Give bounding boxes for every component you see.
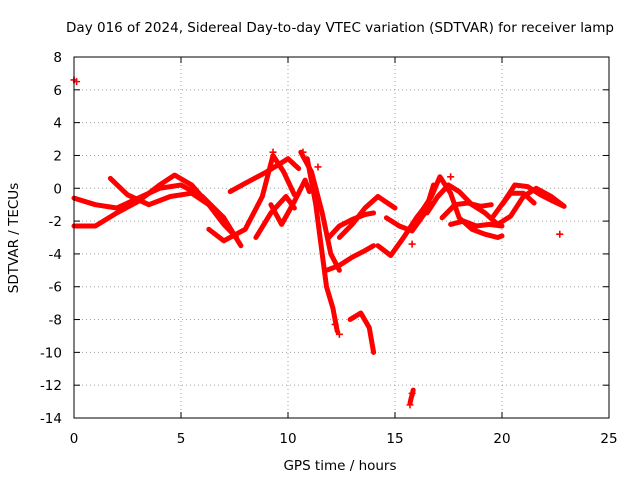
series-track-10 <box>324 243 377 273</box>
y-tick-label: -2 <box>49 214 62 230</box>
series-track-17 <box>418 174 505 240</box>
series-track-22 <box>499 190 537 208</box>
x-tick-label: 25 <box>600 431 617 447</box>
y-tick-label: 8 <box>53 50 62 66</box>
data-point <box>299 148 307 156</box>
series-track-11 <box>326 210 377 240</box>
series-track-13 <box>347 310 377 355</box>
x-tick-label: 15 <box>386 431 403 447</box>
chart-title: Day 016 of 2024, Sidereal Day-to-day VTE… <box>66 20 614 36</box>
y-tick-label: 2 <box>53 148 62 164</box>
data-point <box>408 240 416 248</box>
data-point <box>335 330 343 338</box>
y-tick-label: -12 <box>40 378 62 394</box>
y-tick-label: 6 <box>53 83 62 99</box>
y-tick-label: -10 <box>40 345 62 361</box>
series-track-6 <box>253 194 297 240</box>
series-track-19 <box>439 200 494 221</box>
y-tick-label: -14 <box>40 411 62 427</box>
data-point <box>447 173 455 181</box>
data-point <box>406 401 414 409</box>
series-track-7 <box>268 177 312 227</box>
y-tick-label: -8 <box>49 313 62 329</box>
series-track-20 <box>448 218 505 229</box>
y-tick-label: 4 <box>53 116 62 132</box>
x-axis-label: GPS time / hours <box>283 458 396 474</box>
y-tick-label: 0 <box>53 181 62 197</box>
data-points <box>70 76 564 409</box>
data-point <box>314 163 322 171</box>
y-tick-label: -6 <box>49 280 62 296</box>
axis-ticks: 0 5 10 15 20 25 -14 -12 -10 -8 -6 -4 -2 0 2 4 6 8 <box>40 50 618 447</box>
series-track-9 <box>304 156 340 334</box>
data-point <box>269 148 277 156</box>
data-point <box>556 230 564 238</box>
data-point <box>331 320 339 328</box>
x-tick-label: 10 <box>279 431 296 447</box>
series-track-3 <box>107 175 227 221</box>
series-track-4 <box>206 153 297 244</box>
y-axis-label: SDTVAR / TECUs <box>6 183 22 293</box>
series-track-18 <box>424 182 567 227</box>
x-tick-label: 20 <box>493 431 510 447</box>
plot-frame <box>73 56 610 419</box>
data-series <box>71 149 567 406</box>
x-tick-label: 0 <box>70 431 79 447</box>
data-point <box>408 389 416 397</box>
series-track-12 <box>336 194 398 240</box>
series-track-5 <box>227 156 302 195</box>
x-tick-label: 5 <box>177 431 186 447</box>
y-tick-label: -4 <box>49 247 62 263</box>
